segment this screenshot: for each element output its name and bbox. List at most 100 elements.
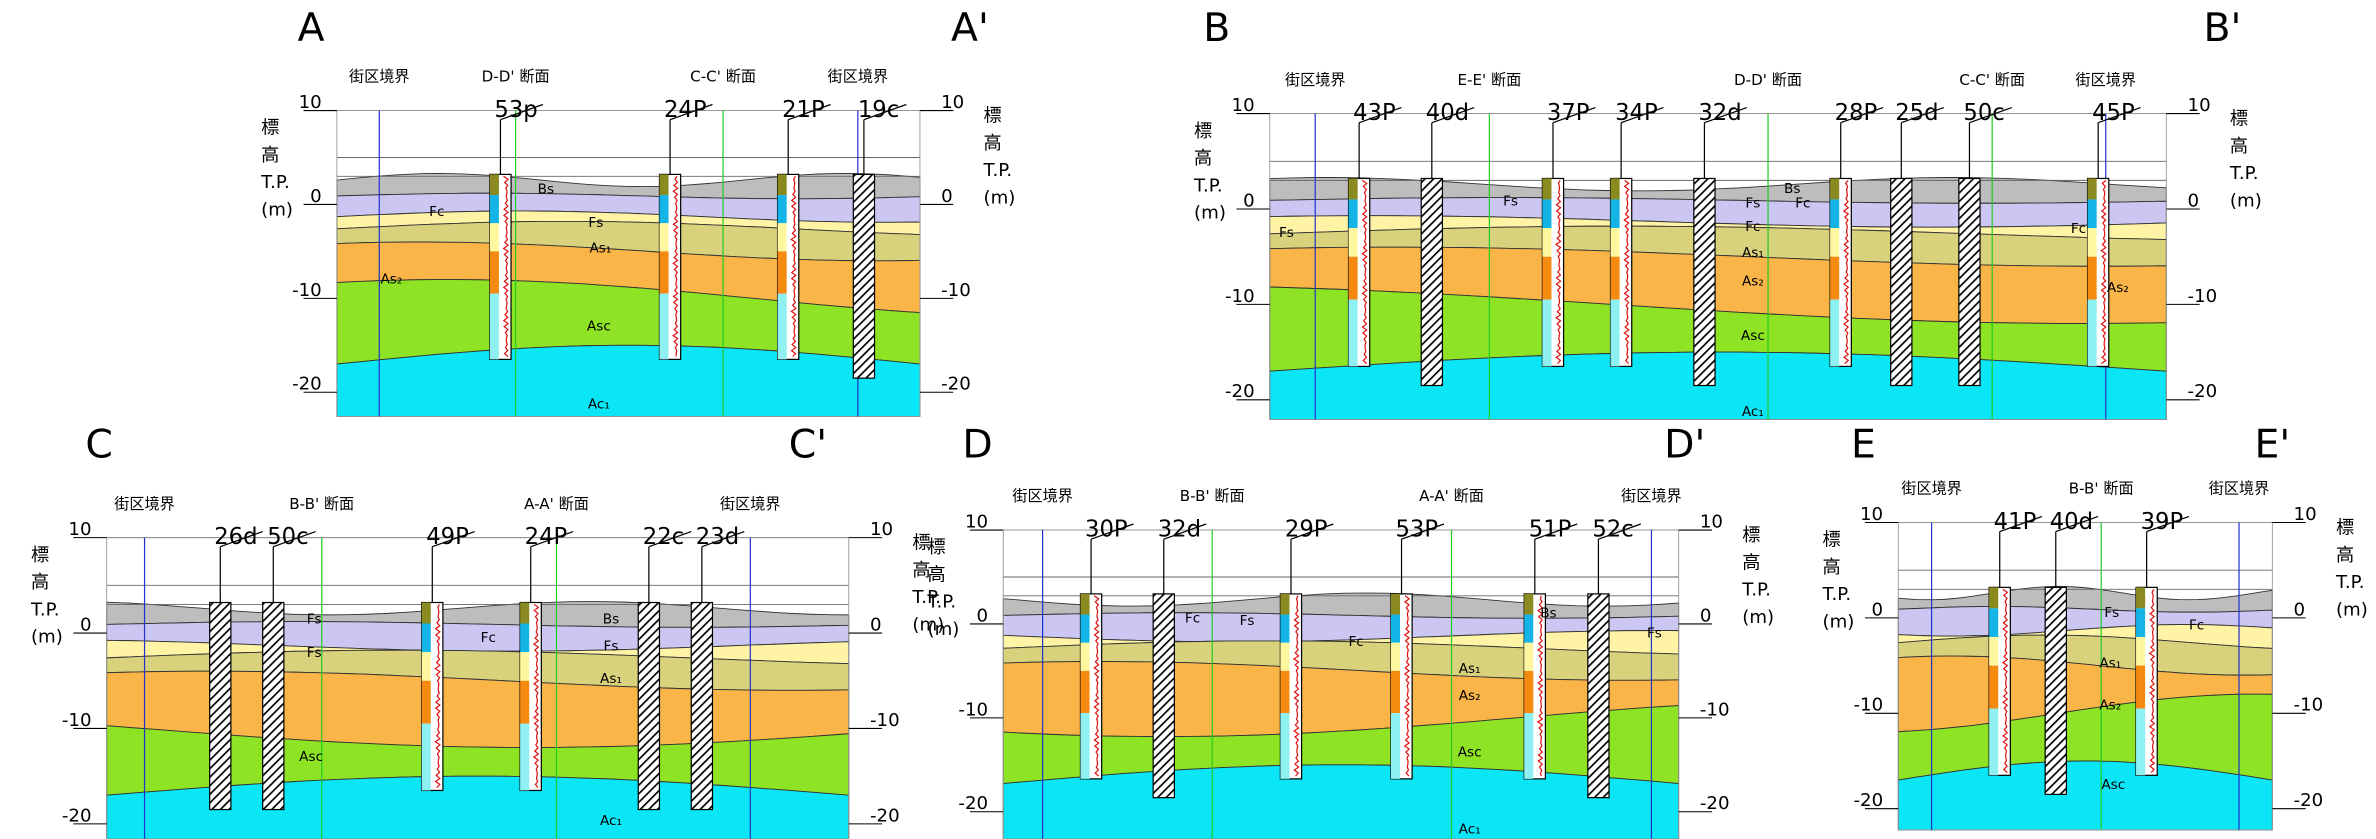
borehole-unit [1524,642,1534,671]
tick-label: 10 [965,511,988,532]
borehole-unit [1280,593,1290,615]
borehole-unit [489,195,499,224]
boring-label: 43P [1353,100,1396,126]
marker-label: 街区境界 [1012,487,1073,505]
tick-label: 0 [1872,599,1884,620]
label-leader [1431,106,1475,124]
borehole-unit [520,623,530,653]
tick-label: 0 [1243,190,1255,211]
axis-label: T.P. [927,592,957,613]
borehole-unit [1390,670,1401,714]
label-leader [432,530,475,548]
borehole-unit [1830,199,1840,229]
axis-label: 高 [1194,148,1212,169]
borehole-unit [659,251,669,294]
layer-label: Ac₁ [1742,404,1764,420]
tick-label: 0 [977,605,989,626]
section-end: C' [789,421,827,467]
axis-label: 高 [2336,545,2354,566]
label-leader [787,103,831,121]
tick-label: 0 [310,186,322,207]
marker-label: 街区境界 [1901,480,1962,498]
layer-label: Bs [603,612,619,628]
tick-label: 10 [1232,95,1255,116]
axis-label: (m) [31,627,63,648]
tick-label: -10 [62,710,92,731]
layer-label: Fs [588,215,603,231]
layer-label: Bs [1540,606,1556,622]
tick-label: -20 [941,374,971,395]
boring-label: 40d [1426,100,1469,126]
borehole-unit [659,223,669,252]
marker-label: 街区境界 [1621,487,1682,505]
label-leader [1969,106,2013,124]
tick-label: -20 [2294,790,2324,811]
log-trace [1554,180,1562,365]
tick-label: 0 [941,186,953,207]
borehole-unit [1348,299,1358,367]
plot-frame [336,110,921,417]
boring-label: 22c [643,524,684,550]
axis-label: 標 [912,533,930,554]
tick-label: 10 [1700,511,1723,532]
axis-label: T.P. [260,172,290,193]
borehole-unit [1542,299,1552,367]
section-start: C [85,421,112,467]
borehole [852,173,876,379]
borehole-unit [1280,713,1290,779]
marker-label: 街区境界 [2075,71,2136,89]
tick-label: -20 [2188,381,2218,402]
stratum [1002,764,1680,839]
tick-label: -20 [1225,381,1255,402]
tick-label: -10 [941,280,971,301]
borehole-unit [1830,228,1840,257]
borehole-unit [1348,178,1358,200]
tick-label: -10 [870,710,900,731]
tick-label: 10 [941,92,964,113]
borehole-unit [777,251,787,294]
axis-label: (m) [1823,611,1855,632]
borehole-unit [421,723,431,791]
section-start: A [298,5,325,51]
boring-label: 52c [1592,517,1633,543]
section-end: A' [951,5,989,51]
tick-label: 0 [2294,599,2306,620]
tick-label: 10 [2188,95,2211,116]
boring-label: 37P [1547,100,1590,126]
label-leader [1620,106,1664,124]
layer-label: Fc [1795,195,1810,211]
log-trace [671,175,679,357]
borehole-unit [1080,713,1090,779]
borehole-unit [1989,608,1999,637]
axis-label: 標 [1742,525,1760,546]
axis-label: 標 [1194,121,1212,142]
tick-label: 10 [299,92,322,113]
borehole [637,601,661,811]
borehole [1420,177,1444,387]
log-trace [1842,179,1850,365]
label-leader [1901,106,1944,124]
layer-label: As₁ [1459,661,1481,677]
label-leader [1704,106,1748,124]
section-end: D' [1664,421,1705,467]
borehole-unit [1390,713,1401,779]
layer-label: Asc [299,749,323,765]
borehole-unit [1610,199,1620,229]
tick-label: -10 [958,699,988,720]
borehole-unit [1390,614,1401,643]
layer-label: Fs [1745,195,1760,211]
boring-label: 25d [1895,100,1938,126]
axis-label: 高 [912,560,930,581]
borehole-unit [1542,256,1552,300]
boring-label: 39P [2141,509,2184,535]
axis-label: (m) [2230,190,2262,211]
layer-label: Fs [1647,625,1662,641]
axis-label: 標 [2230,109,2248,130]
boring-label: 32d [1698,100,1741,126]
marker-label: C-C' 断面 [1959,71,2025,89]
boring-label: 34P [1615,100,1658,126]
boring-label: 50c [1963,100,2004,126]
layer-label: As₂ [1742,274,1764,290]
tick-label: -20 [1853,790,1883,811]
